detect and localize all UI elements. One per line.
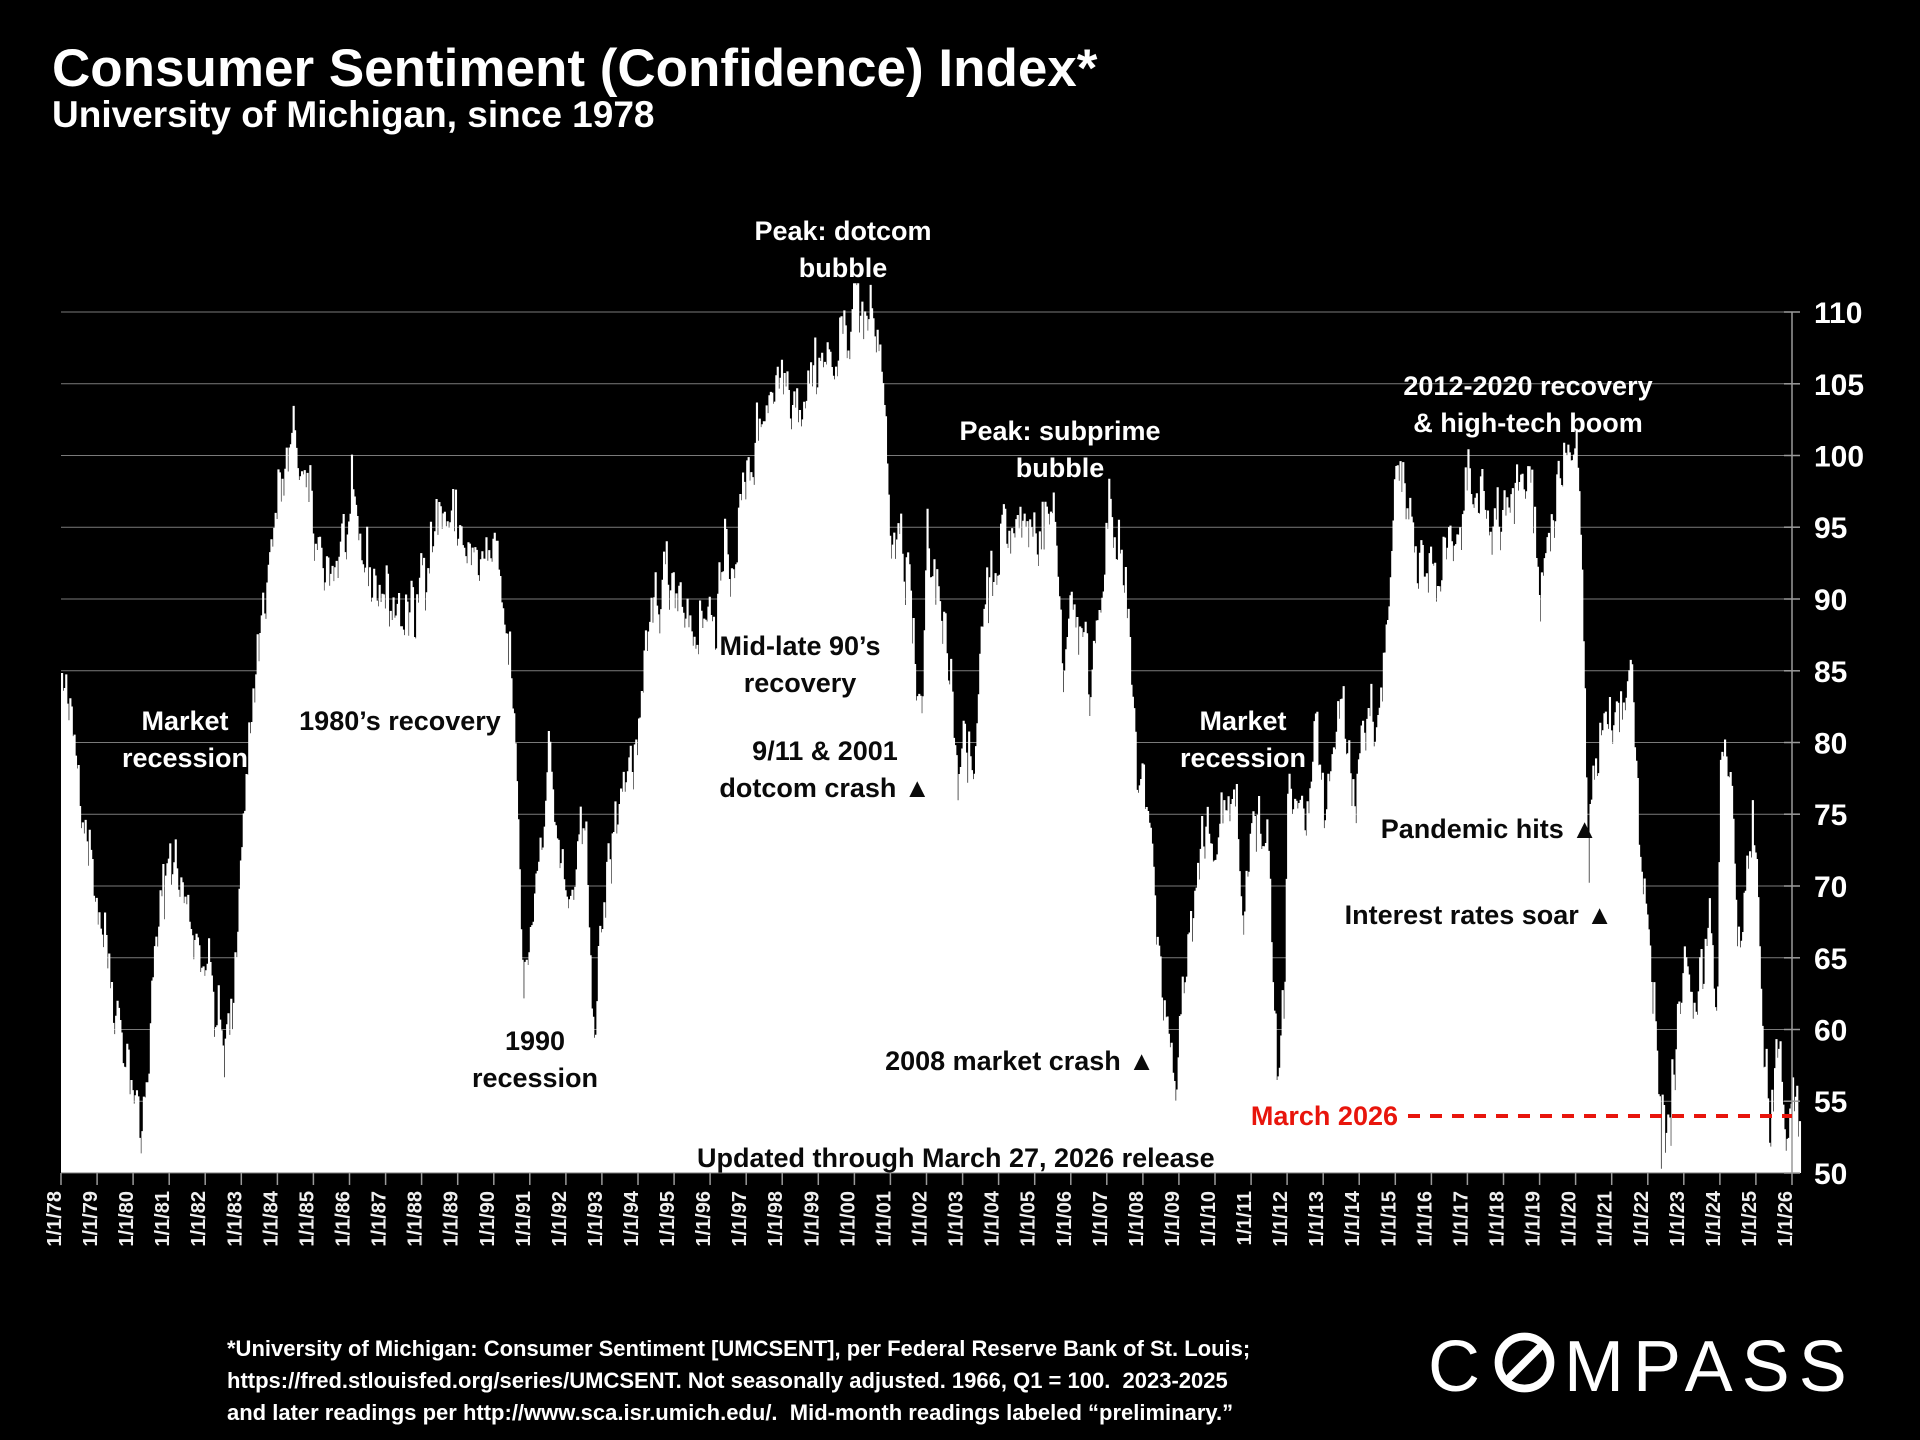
svg-text:dotcom crash ▲: dotcom crash ▲ xyxy=(719,773,930,803)
svg-text:70: 70 xyxy=(1814,871,1847,904)
svg-text:50: 50 xyxy=(1814,1158,1847,1191)
svg-text:1/1/80: 1/1/80 xyxy=(116,1191,138,1247)
svg-text:95: 95 xyxy=(1814,512,1847,545)
svg-text:recovery: recovery xyxy=(744,668,857,698)
svg-text:1/1/26: 1/1/26 xyxy=(1775,1191,1797,1247)
svg-text:recession: recession xyxy=(122,743,248,773)
svg-text:1/1/79: 1/1/79 xyxy=(80,1191,102,1247)
svg-text:1/1/12: 1/1/12 xyxy=(1270,1191,1292,1247)
svg-text:1/1/10: 1/1/10 xyxy=(1198,1191,1220,1247)
svg-text:1/1/20: 1/1/20 xyxy=(1559,1191,1581,1247)
svg-text:March 2026: March 2026 xyxy=(1251,1101,1398,1131)
svg-text:1990: 1990 xyxy=(505,1026,565,1056)
svg-text:9/11 & 2001: 9/11 & 2001 xyxy=(752,736,898,766)
svg-text:100: 100 xyxy=(1814,441,1864,474)
svg-text:1/1/19: 1/1/19 xyxy=(1523,1191,1545,1247)
svg-text:Peak: subprime: Peak: subprime xyxy=(959,416,1160,446)
svg-text:Updated through March 27, 2026: Updated through March 27, 2026 release xyxy=(697,1143,1215,1173)
svg-text:1/1/82: 1/1/82 xyxy=(188,1191,210,1247)
svg-text:bubble: bubble xyxy=(1016,453,1105,483)
svg-text:55: 55 xyxy=(1814,1086,1847,1119)
svg-text:85: 85 xyxy=(1814,656,1847,689)
svg-text:1/1/88: 1/1/88 xyxy=(405,1191,427,1247)
svg-text:65: 65 xyxy=(1814,943,1847,976)
svg-text:1/1/15: 1/1/15 xyxy=(1378,1191,1400,1247)
svg-text:1/1/18: 1/1/18 xyxy=(1487,1191,1509,1247)
svg-text:1/1/87: 1/1/87 xyxy=(369,1191,391,1247)
svg-text:1/1/21: 1/1/21 xyxy=(1595,1191,1617,1247)
svg-text:1/1/91: 1/1/91 xyxy=(513,1191,535,1247)
svg-text:60: 60 xyxy=(1814,1015,1847,1048)
svg-text:1/1/14: 1/1/14 xyxy=(1342,1190,1364,1246)
svg-text:105: 105 xyxy=(1814,369,1864,402)
svg-text:1/1/01: 1/1/01 xyxy=(873,1191,895,1247)
svg-text:75: 75 xyxy=(1814,799,1847,832)
svg-text:1/1/00: 1/1/00 xyxy=(837,1191,859,1247)
svg-text:110: 110 xyxy=(1814,297,1862,330)
svg-text:1/1/83: 1/1/83 xyxy=(224,1191,246,1247)
svg-text:1/1/05: 1/1/05 xyxy=(1018,1191,1040,1247)
svg-text:1980’s recovery: 1980’s recovery xyxy=(299,706,501,736)
svg-text:1/1/86: 1/1/86 xyxy=(333,1191,355,1247)
svg-text:1/1/04: 1/1/04 xyxy=(982,1190,1004,1246)
svg-text:1/1/89: 1/1/89 xyxy=(441,1191,463,1247)
svg-text:1/1/99: 1/1/99 xyxy=(801,1191,823,1247)
svg-text:1/1/22: 1/1/22 xyxy=(1631,1191,1653,1247)
svg-text:MPASS: MPASS xyxy=(1564,1327,1856,1405)
svg-text:C: C xyxy=(1428,1327,1489,1405)
svg-text:recession: recession xyxy=(1180,743,1306,773)
svg-text:1/1/02: 1/1/02 xyxy=(910,1191,932,1247)
svg-text:1/1/94: 1/1/94 xyxy=(621,1190,643,1246)
svg-text:1/1/95: 1/1/95 xyxy=(657,1191,679,1247)
svg-text:1/1/97: 1/1/97 xyxy=(729,1191,751,1247)
svg-text:2012-2020 recovery: 2012-2020 recovery xyxy=(1403,371,1652,401)
svg-text:1/1/93: 1/1/93 xyxy=(585,1191,607,1247)
svg-text:recession: recession xyxy=(472,1063,598,1093)
svg-text:1/1/85: 1/1/85 xyxy=(296,1191,318,1247)
svg-text:1/1/03: 1/1/03 xyxy=(946,1191,968,1247)
svg-text:1/1/06: 1/1/06 xyxy=(1054,1191,1076,1247)
svg-text:1/1/84: 1/1/84 xyxy=(260,1190,282,1246)
svg-text:Mid-late 90’s: Mid-late 90’s xyxy=(719,631,880,661)
svg-text:1/1/07: 1/1/07 xyxy=(1090,1191,1112,1247)
svg-text:90: 90 xyxy=(1814,584,1847,617)
svg-text:1/1/90: 1/1/90 xyxy=(477,1191,499,1247)
svg-text:1/1/96: 1/1/96 xyxy=(693,1191,715,1247)
svg-text:1/1/17: 1/1/17 xyxy=(1450,1191,1472,1247)
svg-text:bubble: bubble xyxy=(799,253,888,283)
svg-text:1/1/98: 1/1/98 xyxy=(765,1191,787,1247)
svg-text:80: 80 xyxy=(1814,728,1847,761)
svg-text:1/1/11: 1/1/11 xyxy=(1234,1191,1256,1246)
svg-text:1/1/16: 1/1/16 xyxy=(1414,1191,1436,1247)
svg-text:Market: Market xyxy=(1199,706,1286,736)
svg-text:1/1/13: 1/1/13 xyxy=(1306,1191,1328,1247)
svg-text:2008 market crash ▲: 2008 market crash ▲ xyxy=(885,1046,1155,1076)
svg-text:& high-tech boom: & high-tech boom xyxy=(1413,408,1642,438)
svg-text:1/1/92: 1/1/92 xyxy=(549,1191,571,1247)
svg-text:Interest rates soar ▲: Interest rates soar ▲ xyxy=(1345,900,1613,930)
svg-text:1/1/78: 1/1/78 xyxy=(44,1191,66,1247)
svg-text:1/1/25: 1/1/25 xyxy=(1739,1191,1761,1247)
svg-text:Market: Market xyxy=(141,706,228,736)
svg-text:1/1/08: 1/1/08 xyxy=(1126,1191,1148,1247)
svg-text:Pandemic hits ▲: Pandemic hits ▲ xyxy=(1381,814,1598,844)
svg-text:Peak: dotcom: Peak: dotcom xyxy=(754,216,931,246)
svg-text:1/1/24: 1/1/24 xyxy=(1703,1190,1725,1246)
svg-text:1/1/23: 1/1/23 xyxy=(1667,1191,1689,1247)
svg-text:1/1/81: 1/1/81 xyxy=(152,1191,174,1247)
svg-text:1/1/09: 1/1/09 xyxy=(1162,1191,1184,1247)
